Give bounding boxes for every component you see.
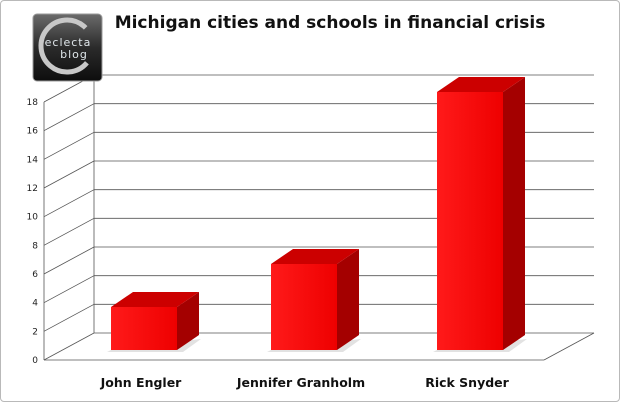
- chart-bars: [107, 77, 527, 352]
- logo-line2: blog: [60, 48, 88, 61]
- y-tick-label: 8: [32, 241, 38, 251]
- bar-side: [503, 77, 525, 350]
- grid-side-line: [43, 275, 95, 304]
- grid-side-line: [43, 246, 95, 275]
- y-tick-label: 4: [32, 299, 38, 309]
- bar-0: [111, 307, 177, 350]
- bar-1: [271, 264, 337, 350]
- y-tick-label: 12: [27, 184, 38, 194]
- grid-side-line: [43, 332, 95, 361]
- chart-title: Michigan cities and schools in financial…: [115, 13, 546, 33]
- grid-side-line: [43, 217, 95, 246]
- bar-side: [337, 249, 359, 350]
- bar-2: [437, 92, 503, 350]
- bar-top: [271, 249, 359, 264]
- y-tick-label: 18: [27, 98, 39, 108]
- y-axis-ticks: 0 2 4 6 8 10 12 14 16 18: [27, 98, 39, 366]
- y-tick-label: 16: [27, 127, 39, 137]
- eclecta-blog-logo: eclecta blog: [32, 13, 103, 82]
- y-tick-label: 6: [32, 270, 38, 280]
- grid-side-line: [43, 189, 95, 218]
- y-tick-label: 14: [27, 155, 39, 165]
- logo-line1: eclecta: [45, 36, 92, 49]
- x-category-label: Rick Snyder: [425, 375, 509, 390]
- y-tick-label: 2: [32, 327, 38, 337]
- grid-side-line: [43, 160, 95, 189]
- grid-side-line: [43, 303, 95, 332]
- floor-right-edge: [543, 332, 595, 361]
- bar-top: [111, 292, 199, 307]
- bar-top: [437, 77, 525, 92]
- y-tick-label: 10: [27, 213, 39, 223]
- grid-side-line: [43, 103, 95, 132]
- x-category-label: John Engler: [100, 375, 183, 390]
- y-tick-label: 0: [32, 356, 38, 366]
- grid-side-line: [43, 131, 95, 160]
- x-category-label: Jennifer Granholm: [236, 375, 365, 390]
- bar-side: [177, 292, 199, 350]
- x-axis-categories: John Engler Jennifer Granholm Rick Snyder: [100, 375, 510, 390]
